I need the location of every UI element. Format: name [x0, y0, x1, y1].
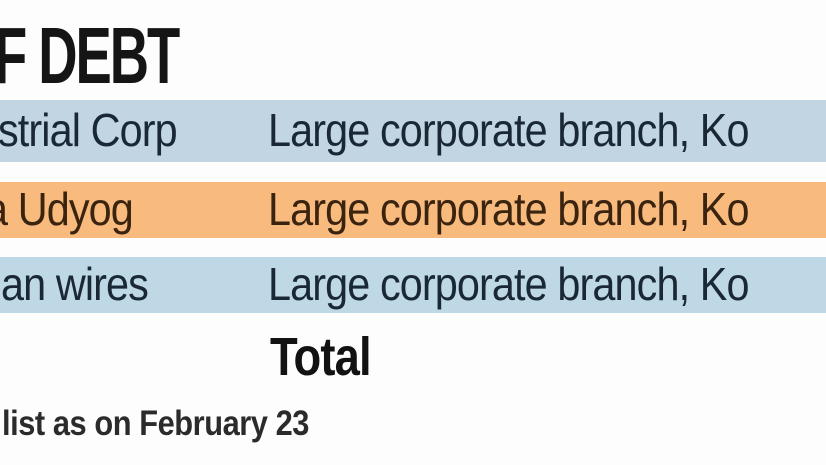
company-name: a Udyog — [0, 183, 134, 236]
table-row: a Udyog Large corporate branch, Ko — [0, 182, 826, 238]
table-row: strial Corp Large corporate branch, Ko — [0, 100, 826, 162]
table-row: an wires Large corporate branch, Ko — [0, 257, 826, 313]
company-name: an wires — [1, 258, 149, 311]
footnote: list as on February 23 — [2, 404, 310, 443]
branch-name: Large corporate branch, Ko — [268, 104, 750, 157]
branch-name: Large corporate branch, Ko — [268, 183, 750, 236]
branch-name: Large corporate branch, Ko — [268, 258, 750, 311]
total-label: Total — [270, 327, 372, 387]
company-name: strial Corp — [0, 104, 178, 157]
page-title: F DEBT — [0, 11, 180, 100]
